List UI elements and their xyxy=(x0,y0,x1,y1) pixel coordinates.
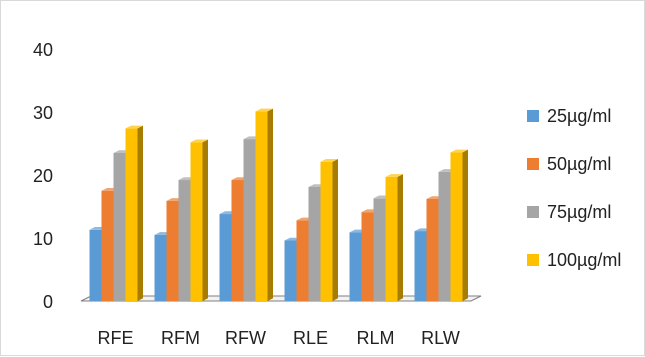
legend-item: 75µg/ml xyxy=(527,202,611,222)
bar-top xyxy=(320,159,338,162)
legend-label: 100µg/ml xyxy=(547,250,621,270)
bar-front xyxy=(255,111,268,302)
bar-front xyxy=(349,232,362,301)
bar-top xyxy=(255,108,273,112)
legend: 25µg/ml 50µg/ml 75µg/ml 100µg/ml xyxy=(527,106,621,270)
bar-side xyxy=(202,139,208,301)
x-tick-label: RLE xyxy=(293,328,328,348)
bar-side xyxy=(462,149,468,301)
x-tick-label: RFE xyxy=(98,328,134,348)
bars-group xyxy=(89,108,468,302)
bar-front xyxy=(414,231,427,301)
bar-side xyxy=(332,159,338,301)
bar-front xyxy=(154,234,167,301)
bar xyxy=(190,139,208,301)
bar-top xyxy=(450,149,468,153)
bar-front xyxy=(361,212,374,301)
bar xyxy=(320,159,338,301)
y-tick-label: 20 xyxy=(33,166,53,186)
bar-side xyxy=(397,174,403,301)
bar-front xyxy=(426,198,439,301)
y-tick-label: 40 xyxy=(33,40,53,60)
bar-front xyxy=(284,240,297,301)
bar-front xyxy=(373,198,386,301)
bar-front xyxy=(125,128,138,301)
bar-side xyxy=(267,108,273,302)
bar-front xyxy=(438,171,451,301)
y-tick-label: 10 xyxy=(33,229,53,249)
bar-front xyxy=(385,176,398,301)
legend-item: 50µg/ml xyxy=(527,154,611,174)
legend-swatch xyxy=(527,206,539,218)
bar-front xyxy=(320,161,333,301)
legend-swatch xyxy=(527,158,539,170)
bar-top xyxy=(190,139,208,143)
bar xyxy=(450,149,468,301)
bar-front xyxy=(166,200,179,301)
bar-front xyxy=(178,180,191,301)
x-tick-label: RLW xyxy=(421,328,460,348)
bar xyxy=(385,174,403,301)
bar xyxy=(125,125,143,301)
bar-front xyxy=(113,152,126,301)
y-tick-label: 30 xyxy=(33,103,53,123)
bar-front xyxy=(308,186,321,301)
category-labels: RFE RFM RFW RLE RLM RLW xyxy=(98,328,460,348)
x-tick-label: RFW xyxy=(225,328,266,348)
legend-item: 25µg/ml xyxy=(527,106,611,126)
bar-front xyxy=(101,190,114,301)
value-axis: 0 10 20 30 40 xyxy=(33,40,53,312)
bar xyxy=(255,108,273,302)
bar-side xyxy=(137,125,143,301)
legend-label: 50µg/ml xyxy=(547,154,611,174)
bar-front xyxy=(450,152,463,301)
bar-top xyxy=(385,174,403,177)
bar-top xyxy=(125,125,143,129)
bar-front xyxy=(219,214,232,301)
legend-item: 100µg/ml xyxy=(527,250,621,270)
bar-front xyxy=(243,139,256,301)
bar-front xyxy=(89,229,102,301)
x-tick-label: RFM xyxy=(161,328,200,348)
legend-label: 75µg/ml xyxy=(547,202,611,222)
legend-label: 25µg/ml xyxy=(547,106,611,126)
bar-front xyxy=(231,180,244,301)
legend-swatch xyxy=(527,110,539,122)
bar-front xyxy=(190,142,203,301)
x-tick-label: RLM xyxy=(356,328,394,348)
bar-front xyxy=(296,220,309,301)
legend-swatch xyxy=(527,254,539,266)
y-tick-label: 0 xyxy=(43,292,53,312)
